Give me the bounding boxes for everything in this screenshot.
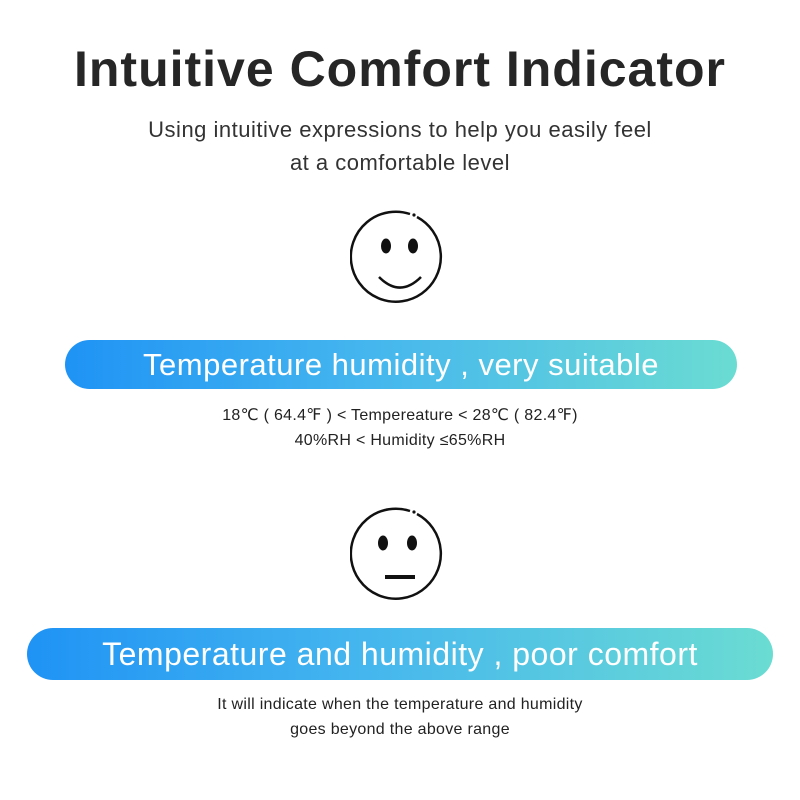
poor-comfort-banner: Temperature and humidity , poor comfort xyxy=(27,628,773,680)
smiley-face-icon xyxy=(350,210,443,303)
neutral-face-icon xyxy=(350,507,443,600)
subtitle-line-2: at a comfortable level xyxy=(289,150,511,175)
subtitle-line-1: Using intuitive expressions to help you … xyxy=(148,117,652,142)
very-suitable-banner: Temperature humidity , very suitable xyxy=(65,340,737,389)
humidity-range-text: 40%RH < Humidity ≤65%RH xyxy=(294,432,506,449)
page-title: Intuitive Comfort Indicator xyxy=(74,41,726,97)
temperature-range-text: 18℃ ( 64.4℉ ) < Tempereature < 28℃ ( 82.… xyxy=(222,407,578,424)
poor-comfort-note-line-2: goes beyond the above range xyxy=(290,721,510,738)
poor-comfort-note-line-1: It will indicate when the temperature an… xyxy=(217,696,583,713)
